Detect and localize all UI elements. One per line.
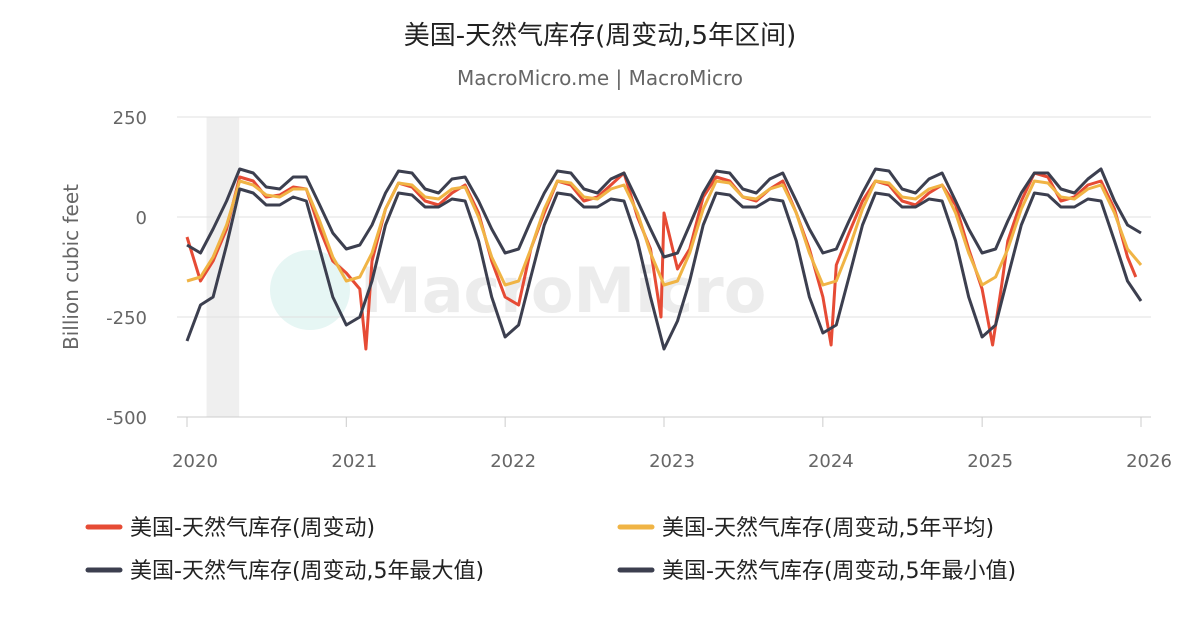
y-tick-label: -250	[106, 308, 147, 329]
x-tick-label: 2021	[331, 451, 377, 472]
x-tick-label: 2024	[808, 451, 854, 472]
y-tick-label: -500	[106, 408, 147, 429]
watermark-text: MacroMicro	[360, 254, 766, 327]
series-line-2	[186, 179, 1143, 287]
chart-subtitle: MacroMicro.me | MacroMicro	[457, 66, 743, 90]
y-tick-label: 0	[136, 208, 147, 229]
watermark-logo-icon	[270, 250, 350, 330]
legend: 美国-天然气库存(周变动) 美国-天然气库存(周变动,5年平均) 美国-天然气库存(…	[85, 516, 1016, 584]
shaded-region	[206, 117, 240, 417]
series-line-4	[185, 187, 1143, 351]
series-line-1	[185, 171, 1138, 351]
x-axis-ticks: 2020 2021 2022 2023 2024 2025 2026	[172, 417, 1172, 472]
x-tick-label: 2026	[1126, 451, 1172, 472]
y-tick-label: 250	[113, 108, 147, 129]
y-axis-ticks: 250 0 -250 -500	[106, 108, 147, 429]
x-tick-label: 2023	[649, 451, 695, 472]
legend-label: 美国-天然气库存(周变动,5年最大值)	[130, 559, 484, 584]
y-axis-label: Billion cubic feet	[59, 184, 83, 350]
legend-label: 美国-天然气库存(周变动,5年最小值)	[662, 559, 1016, 584]
series-line-3	[186, 167, 1142, 259]
watermark: MacroMicro	[270, 250, 766, 330]
series-lines	[185, 167, 1143, 351]
x-tick-label: 2022	[490, 451, 536, 472]
x-tick-label: 2020	[172, 451, 218, 472]
x-tick-label: 2025	[967, 451, 1013, 472]
legend-label: 美国-天然气库存(周变动)	[130, 516, 375, 541]
legend-label: 美国-天然气库存(周变动,5年平均)	[662, 516, 994, 541]
chart-title: 美国-天然气库存(周变动,5年区间)	[404, 21, 796, 51]
